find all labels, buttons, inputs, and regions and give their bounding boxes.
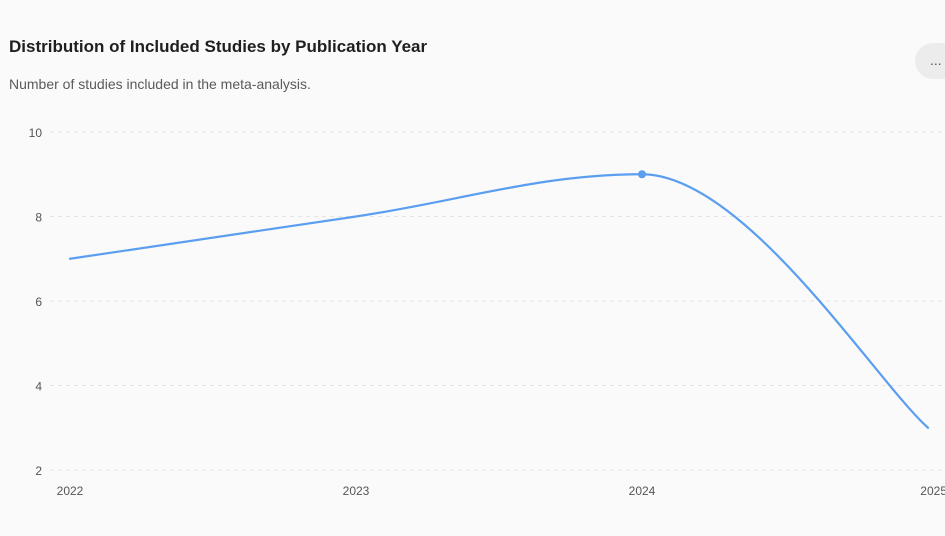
y-tick-label-8: 8: [35, 211, 42, 225]
y-tick-label-6: 6: [35, 295, 42, 309]
series-line: [68, 173, 930, 429]
y-tick-label-10: 10: [29, 126, 43, 140]
x-tick-label-2024: 2024: [629, 484, 656, 498]
data-point-2024: [638, 170, 646, 179]
chart-title: Distribution of Included Studies by Publ…: [9, 37, 428, 56]
more-options-button[interactable]: ...: [915, 43, 945, 79]
x-tick-label-2023: 2023: [343, 484, 370, 498]
more-options-icon: ...: [930, 52, 942, 68]
x-tick-label-2025: 2025: [920, 484, 945, 498]
y-tick-label-4: 4: [35, 380, 42, 394]
chart-subtitle: Number of studies included in the meta-a…: [9, 76, 311, 92]
x-tick-label-2022: 2022: [57, 484, 84, 498]
y-tick-label-2: 2: [35, 464, 42, 478]
